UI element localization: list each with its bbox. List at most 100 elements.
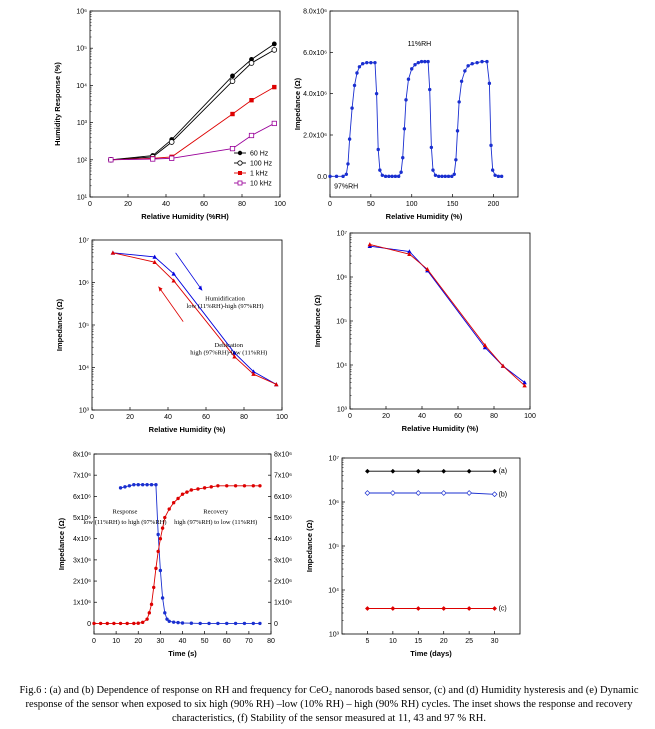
x-tick-label: 5 [365, 638, 369, 645]
data-point [376, 147, 380, 152]
data-point [225, 484, 229, 488]
x-tick-label: 20 [440, 638, 448, 645]
y-axis-title: Humidity Response (%) [53, 62, 62, 146]
x-tick-label: 60 [223, 638, 231, 645]
x-tick-label: 80 [490, 413, 498, 420]
series-line-4 [110, 123, 275, 161]
data-point [365, 468, 370, 474]
data-point [485, 59, 489, 64]
data-point [152, 585, 156, 590]
data-point [171, 501, 176, 505]
data-point [249, 98, 254, 103]
data-point [390, 468, 396, 474]
data-point [482, 343, 488, 348]
x-tick-label: 30 [491, 638, 499, 645]
x-tick-label: 10 [112, 638, 120, 645]
data-point [416, 60, 420, 65]
data-point [393, 174, 398, 179]
data-point [274, 382, 279, 387]
x-tick-label: 80 [238, 201, 246, 208]
data-point [399, 170, 403, 174]
y-tick-label: 10⁴ [78, 365, 89, 372]
data-point [189, 621, 194, 625]
x-axis-title: Relative Humidity (%) [402, 424, 479, 433]
legend-marker [238, 171, 242, 175]
data-point [492, 606, 497, 611]
x-tick-label: 40 [164, 414, 172, 421]
data-point [415, 468, 421, 474]
data-point [419, 59, 424, 64]
data-point [209, 485, 213, 489]
x-tick-label: 80 [267, 638, 275, 645]
x-tick-label: 100 [524, 413, 536, 420]
data-point [156, 549, 160, 554]
data-point [165, 617, 169, 621]
x-axis-title: Time (s) [168, 649, 197, 658]
arrow-humidification [175, 252, 203, 291]
chart-b: 0 50 100 150 200 0.0 2.0x10⁶ 4.0x10⁶ 6.0x10⁶ 8.0x… [293, 9, 519, 221]
data-point [105, 621, 109, 626]
series-line-2 [112, 252, 277, 385]
data-point [127, 484, 132, 488]
data-point [158, 568, 163, 573]
series-line-2 [94, 485, 260, 624]
series-label: (c) [499, 605, 507, 612]
data-point [413, 63, 417, 67]
annotation-dehication: Dehication [215, 342, 244, 349]
data-point [446, 174, 451, 179]
annotation-response-range: low (11%RH) to high (97%RH) [83, 519, 166, 526]
data-point [441, 606, 447, 611]
y-tick-label: 0.0 [317, 174, 327, 181]
y-tick-label: 10⁶ [78, 280, 89, 287]
data-point [466, 64, 470, 68]
data-point [454, 158, 458, 162]
data-point [452, 172, 456, 176]
data-point [490, 168, 495, 172]
x-tick-label: 50 [367, 201, 375, 208]
data-point [198, 621, 202, 626]
series-line-2 [110, 49, 275, 161]
data-point [482, 345, 488, 350]
data-point [450, 174, 454, 179]
annotation-97rh: 97%RH [334, 184, 358, 191]
data-point [347, 137, 352, 141]
data-point [189, 488, 194, 492]
x-tick-label: 70 [245, 638, 253, 645]
chart-e: 0 10 20 30 40 50 60 70 80 0 1x10⁶ 2x10⁶ 3x10⁶ 4x10⁶ 5x… [57, 452, 292, 659]
data-point [132, 483, 136, 487]
data-point [271, 120, 277, 127]
data-point [118, 621, 123, 626]
y-tick-label: 10³ [329, 632, 340, 639]
y-axis-title: Impedance (Ω) [305, 519, 314, 572]
annotation-humidification-range: low (11%RH)-high (97%RH) [186, 303, 263, 310]
y-tick-label: 10⁵ [76, 46, 87, 53]
plot-frame [93, 453, 272, 635]
x-tick-label: 20 [126, 414, 134, 421]
data-point [171, 271, 176, 276]
chart-d: 0 20 40 60 80 100 10³ 10⁴ 10⁵ 10⁶ 10⁷ Relative Humi… [313, 231, 536, 434]
data-point [459, 79, 464, 83]
y-tick-label: 10⁵ [328, 544, 339, 551]
annotation-recovery: Recovery [203, 508, 229, 515]
y-tick-label: 10³ [79, 408, 90, 415]
data-point [500, 363, 506, 368]
y2-tick-label: 7x10⁶ [274, 473, 292, 480]
legend-label: 10 kHz [250, 181, 272, 188]
data-point [406, 77, 411, 81]
data-point [341, 174, 345, 179]
data-point [389, 490, 396, 496]
y-tick-label: 10⁶ [328, 500, 339, 507]
data-point [196, 487, 200, 491]
data-point [396, 174, 401, 179]
data-point [428, 87, 432, 92]
y-tick-label: 2x10⁶ [73, 579, 91, 586]
y-axis-title: Impedance (Ω) [313, 294, 322, 347]
y-tick-label: 6x10⁶ [73, 494, 91, 501]
data-point [180, 492, 185, 496]
x-tick-label: 0 [88, 201, 92, 208]
data-point [258, 484, 262, 488]
x-axis-title: Relative Humidity (%) [386, 212, 463, 221]
data-point [365, 60, 369, 65]
x-tick-label: 0 [348, 413, 352, 420]
data-point [251, 369, 256, 374]
